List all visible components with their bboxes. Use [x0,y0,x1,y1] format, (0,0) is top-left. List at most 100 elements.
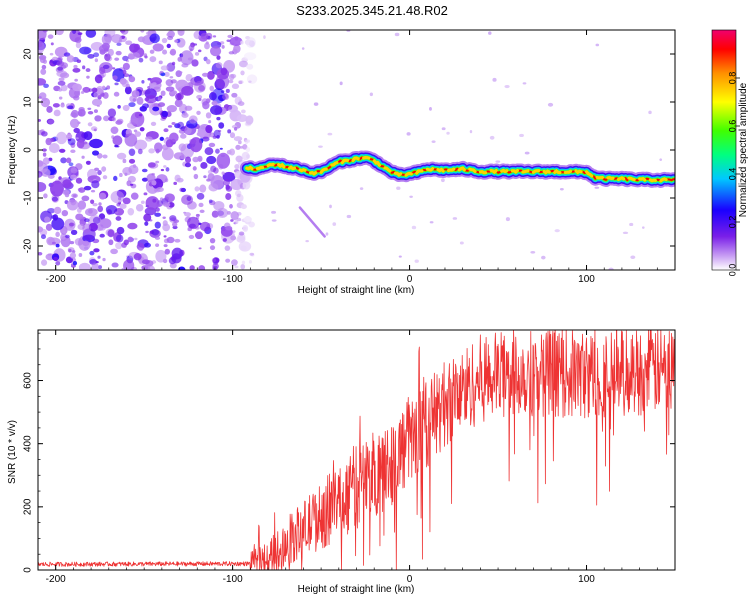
noise-speck [524,151,530,155]
signal-hot-segment [585,170,594,178]
noise-blob [216,116,221,121]
noise-blob [111,33,123,44]
noise-blob [167,125,173,128]
noise-blob [110,248,118,255]
noise-blob [230,178,243,191]
noise-blob [127,236,134,243]
noise-blob [60,236,66,240]
noise-blob [55,30,64,36]
noise-blob [48,253,52,256]
noise-blob [66,55,75,63]
noise-blob [67,105,74,110]
noise-blob [165,79,174,87]
noise-blob [208,142,216,148]
noise-speck [495,160,501,163]
noise-blob [41,64,47,70]
noise-blob [192,166,197,171]
noise-blob [149,82,153,87]
noise-blob [93,92,99,98]
noise-blob [225,258,231,263]
noise-blob [216,152,231,169]
noise-speck [519,133,524,138]
noise-speck [595,43,600,47]
noise-blob [237,101,245,106]
noise-blob [223,179,231,186]
noise-blob [174,174,181,182]
noise-blob [215,62,223,69]
noise-blob [210,165,217,173]
noise-blob [78,107,85,112]
noise-blob [77,32,83,36]
noise-blob [162,201,171,207]
noise-blob [199,221,211,232]
noise-blob [134,237,138,241]
noise-blob [246,74,258,84]
noise-blob [91,150,100,156]
noise-blob [235,155,243,163]
noise-blob [174,238,181,243]
noise-blob [38,78,47,86]
snr-y-tick-label: 0 [23,567,34,573]
noise-blob [240,204,247,210]
noise-blob [149,49,155,54]
noise-speck [630,255,636,259]
noise-blob [125,40,133,46]
noise-speck [648,110,652,115]
noise-blob [224,245,231,251]
noise-blob [225,185,233,192]
noise-blob [197,157,202,161]
snr-x-axis: -200 -100 0 100 [46,330,676,585]
noise-blob [159,70,164,74]
noise-blob [61,209,69,217]
noise-blob [205,59,211,65]
noise-blob [98,265,103,270]
noise-blob [147,162,156,168]
noise-blob [143,213,152,222]
noise-blob [65,256,73,264]
noise-blob [51,217,65,231]
noise-blob [53,206,62,215]
spectrogram-y-tick-label: -10 [23,190,34,205]
noise-blob [104,54,108,57]
noise-blob [216,55,221,60]
noise-blob [118,196,122,201]
noise-blob [66,157,72,164]
noise-blob [84,218,90,223]
noise-blob [235,190,242,197]
noise-blob [171,253,182,264]
noise-blob [149,229,161,238]
noise-blob [87,122,93,127]
noise-blob [85,30,97,38]
signal-hot-segment [319,167,328,174]
noise-blob [102,175,108,180]
noise-blob [60,157,67,164]
noise-blob [98,44,110,54]
noise-speck [396,186,401,190]
noise-speck [629,222,634,227]
noise-blob [103,115,110,122]
noise-blob [74,238,84,246]
noise-blob [66,133,73,140]
signal-hot-segment [340,158,350,165]
signal-hot-segment [489,169,498,175]
noise-speck [329,204,332,209]
noise-speck [398,255,402,258]
noise-blob [234,220,239,225]
signal-hot-segment [521,169,530,174]
noise-blob [209,85,215,92]
noise-blob [175,93,182,101]
signal-hot-segment [351,156,360,162]
noise-blob [112,67,116,70]
noise-blob [41,131,48,137]
noise-blob [218,122,225,129]
noise-blob [104,33,113,43]
signal-hot-segment [595,175,604,180]
noise-blob [111,262,119,268]
noise-blob [164,248,171,255]
noise-blob [153,188,161,193]
snr-plot-area [38,330,675,570]
noise-blob [179,103,188,114]
noise-blob [181,85,194,96]
noise-blob [91,262,100,270]
spectrogram-y-label: Frequency (Hz) [7,116,18,185]
